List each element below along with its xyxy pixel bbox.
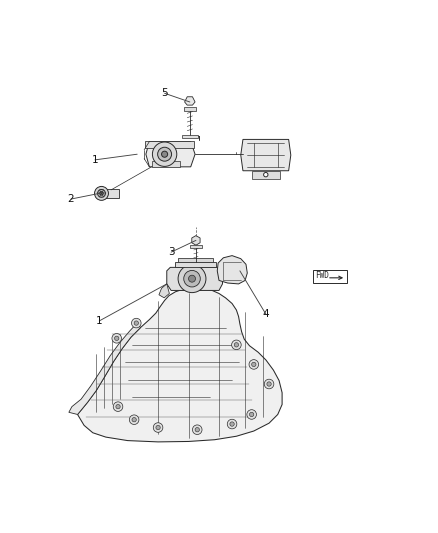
Circle shape bbox=[249, 360, 258, 369]
Circle shape bbox=[184, 270, 200, 287]
Polygon shape bbox=[178, 258, 213, 262]
Polygon shape bbox=[241, 140, 291, 171]
Polygon shape bbox=[176, 262, 215, 268]
Polygon shape bbox=[78, 288, 282, 442]
Circle shape bbox=[267, 382, 271, 386]
Circle shape bbox=[264, 379, 274, 389]
Circle shape bbox=[112, 334, 121, 343]
Circle shape bbox=[134, 321, 138, 325]
Circle shape bbox=[162, 151, 168, 157]
Circle shape bbox=[247, 410, 256, 419]
Circle shape bbox=[152, 142, 177, 166]
Circle shape bbox=[115, 336, 119, 341]
Text: 1: 1 bbox=[92, 155, 98, 165]
Circle shape bbox=[230, 422, 234, 426]
Text: 1: 1 bbox=[96, 316, 102, 326]
Polygon shape bbox=[190, 245, 201, 248]
Circle shape bbox=[95, 187, 109, 200]
Circle shape bbox=[129, 415, 139, 424]
Polygon shape bbox=[252, 171, 280, 179]
Polygon shape bbox=[145, 141, 194, 148]
Circle shape bbox=[131, 318, 141, 328]
Polygon shape bbox=[184, 107, 196, 111]
Polygon shape bbox=[69, 324, 141, 415]
Circle shape bbox=[153, 423, 163, 432]
Circle shape bbox=[132, 417, 136, 422]
Polygon shape bbox=[192, 236, 200, 245]
Polygon shape bbox=[146, 142, 195, 167]
Circle shape bbox=[113, 402, 123, 411]
Circle shape bbox=[252, 362, 256, 367]
Text: FWD: FWD bbox=[315, 271, 328, 280]
Circle shape bbox=[250, 413, 254, 417]
Polygon shape bbox=[102, 189, 119, 198]
Circle shape bbox=[100, 192, 103, 195]
Circle shape bbox=[227, 419, 237, 429]
Circle shape bbox=[158, 147, 172, 161]
Circle shape bbox=[195, 427, 199, 432]
Circle shape bbox=[232, 340, 241, 350]
Polygon shape bbox=[152, 161, 180, 167]
Text: 3: 3 bbox=[168, 247, 174, 257]
Polygon shape bbox=[159, 284, 170, 298]
Circle shape bbox=[264, 173, 268, 177]
Circle shape bbox=[234, 343, 239, 347]
Polygon shape bbox=[167, 268, 223, 290]
Text: 4: 4 bbox=[263, 309, 269, 319]
Circle shape bbox=[188, 275, 195, 282]
Text: 5: 5 bbox=[161, 88, 168, 98]
Circle shape bbox=[192, 425, 202, 434]
Polygon shape bbox=[217, 256, 247, 284]
Text: 2: 2 bbox=[68, 194, 74, 204]
Circle shape bbox=[98, 189, 106, 197]
Circle shape bbox=[116, 405, 120, 409]
Polygon shape bbox=[182, 135, 198, 138]
Circle shape bbox=[156, 425, 160, 430]
Circle shape bbox=[178, 265, 206, 293]
Polygon shape bbox=[185, 97, 195, 105]
